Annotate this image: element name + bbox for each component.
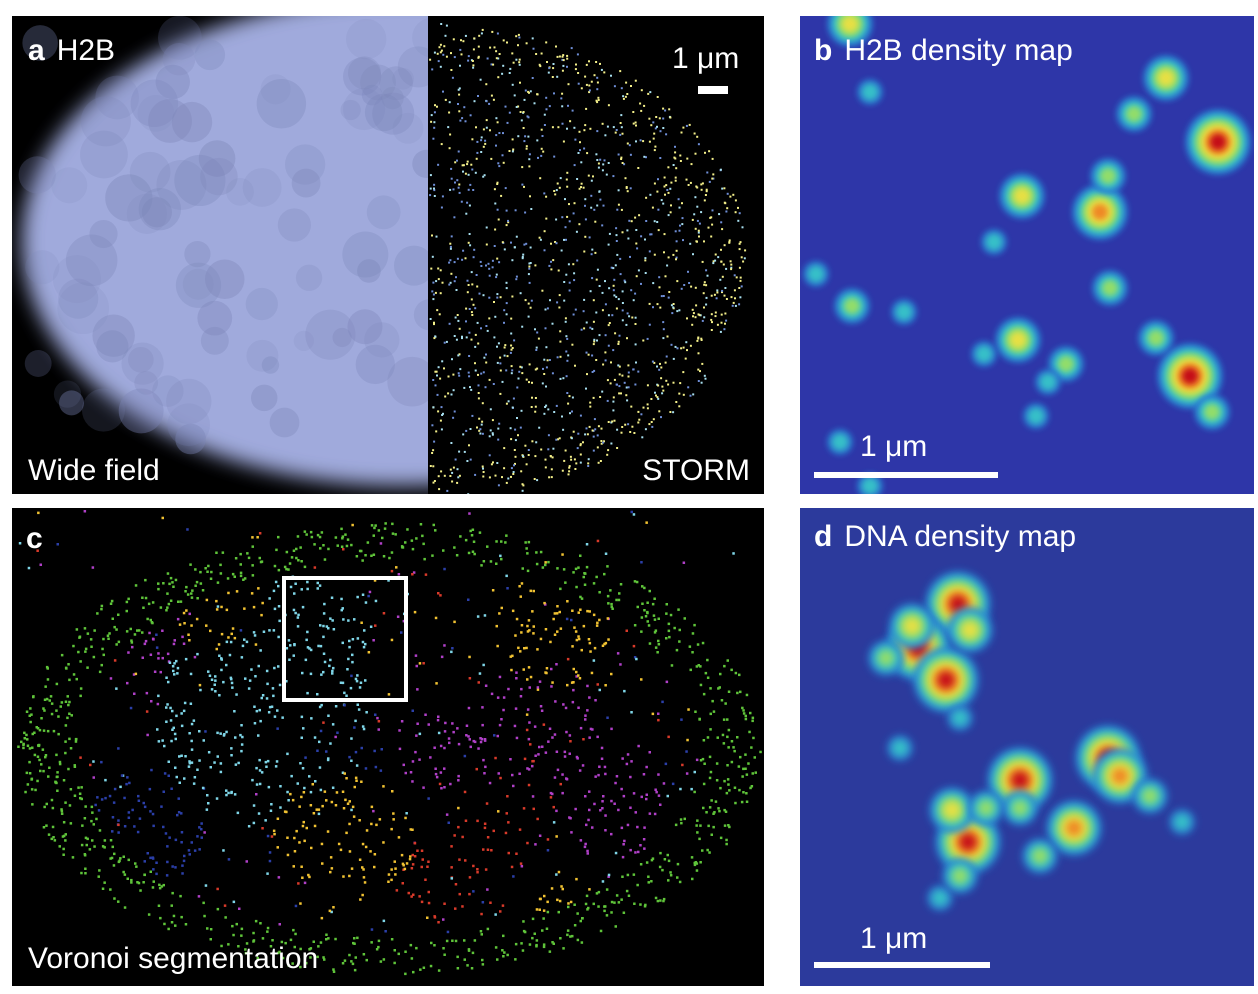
panel-c-voronoi-segmentation: c Voronoi segmentation [12, 508, 764, 986]
scale-label-a: 1 μm [672, 42, 740, 75]
scale-bar-d [814, 962, 990, 968]
scale-bar-a [698, 86, 728, 94]
panel-a-title: H2B [56, 34, 116, 67]
panel-d-title: DNA density map [844, 520, 1077, 553]
panel-d-heading: d DNA density map [814, 522, 1076, 552]
panel-letter-b: b [814, 34, 833, 67]
h2b-density-heatmap [803, 16, 1251, 494]
panel-letter-a: a [28, 34, 45, 67]
widefield-label: Wide field [28, 454, 160, 487]
h2b-widefield-storm-image [18, 16, 747, 494]
dna-density-heatmap [868, 571, 1195, 911]
zoom-region-box [282, 576, 408, 702]
scale-bar-b [814, 472, 998, 478]
panel-a-heading: a H2B [28, 36, 115, 66]
panel-a-h2b-image: a H2B 1 μm Wide field STORM [12, 16, 764, 494]
scale-label-d: 1 μm [860, 922, 928, 955]
panel-b-title: H2B density map [844, 34, 1073, 67]
voronoi-caption: Voronoi segmentation [28, 942, 319, 975]
panel-b-h2b-density-map: b H2B density map 1 μm [800, 16, 1254, 494]
panel-letter-d: d [814, 520, 833, 553]
voronoi-segmentation-image [17, 510, 762, 976]
storm-label: STORM [642, 454, 750, 487]
panel-b-heading: b H2B density map [814, 36, 1073, 66]
panel-d-dna-density-map: d DNA density map 1 μm [800, 508, 1254, 986]
panel-c-heading: c [26, 524, 55, 554]
scale-label-b: 1 μm [860, 430, 928, 463]
panel-letter-c: c [26, 522, 43, 555]
